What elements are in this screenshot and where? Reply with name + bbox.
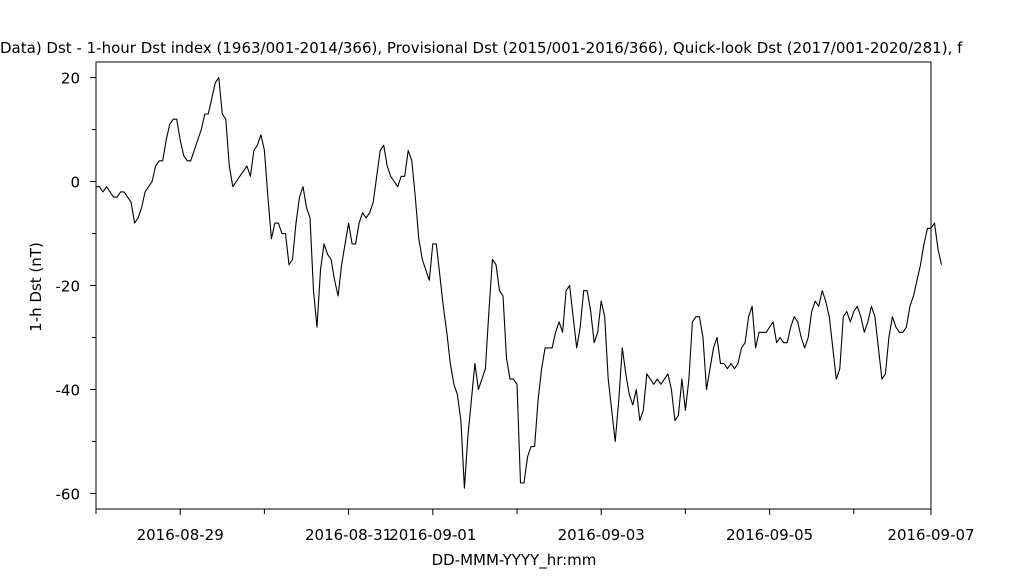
y-axis-label: 1-h Dst (nT) — [27, 242, 45, 332]
x-tick-label: 2016-08-31 — [305, 526, 392, 544]
plot-frame — [95, 61, 932, 510]
x-tick-label: 2016-09-07 — [887, 526, 974, 544]
y-tick-label: -60 — [56, 485, 81, 503]
x-tick-label: 2016-09-03 — [558, 526, 645, 544]
dst-series-line — [96, 77, 943, 489]
y-tick-label: -20 — [56, 278, 81, 296]
x-tick-label: 2016-08-29 — [137, 526, 224, 544]
y-tick-label: 0 — [70, 174, 80, 192]
x-tick-label: 2016-09-05 — [726, 526, 813, 544]
y-tick-label: -40 — [56, 381, 81, 399]
x-tick-label: 2016-09-01 — [389, 526, 476, 544]
plot-border — [95, 61, 932, 510]
series-group — [96, 77, 943, 489]
y-tick-label: 20 — [61, 70, 80, 88]
y-axis: 20 0 -20 -40 -60 — [56, 70, 96, 503]
chart-title: Data) Dst - 1-hour Dst index (1963/001-2… — [0, 39, 963, 57]
x-axis-label: DD-MMM-YYYY_hr:mm — [432, 551, 597, 570]
